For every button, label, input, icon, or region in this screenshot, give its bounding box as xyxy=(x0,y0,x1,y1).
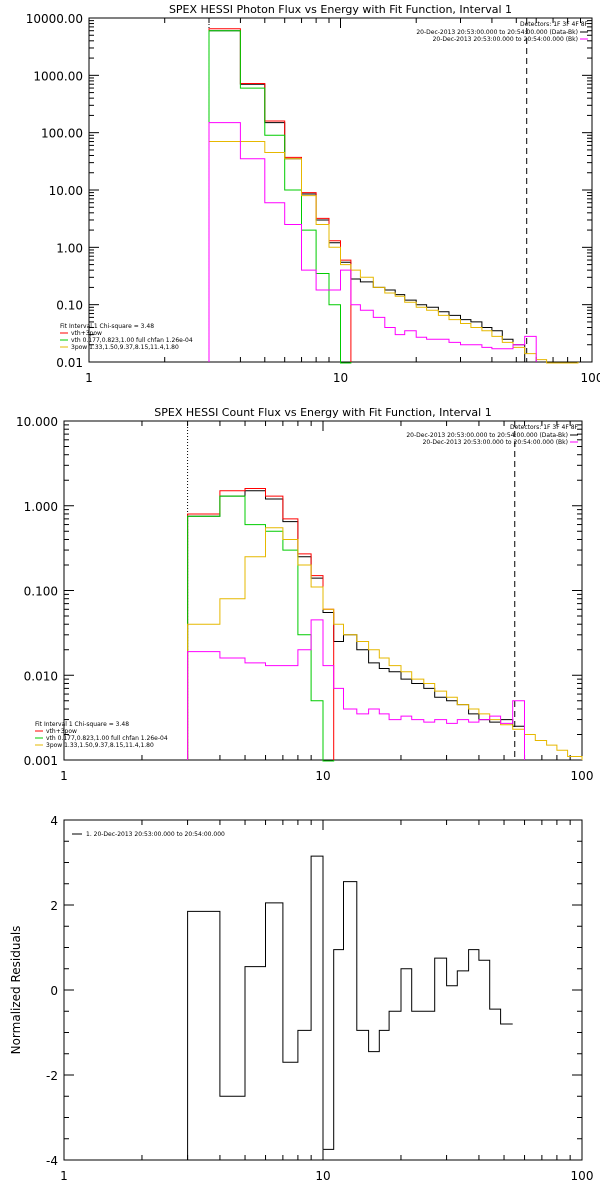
legend-detectors: Detectors: 1F 3F 4F 8F xyxy=(520,21,589,28)
series-1-line xyxy=(208,28,352,362)
x-tick-label: 10 xyxy=(315,1169,330,1183)
fit-legend-header: Fit Interval 1 Chi-square = 3.48 xyxy=(35,721,129,728)
series-3-line xyxy=(187,527,583,760)
legend-entry-label: 20-Dec-2013 20:53:00.000 to 20:54:00.000… xyxy=(416,29,578,36)
fit-legend-label: vth+3pow xyxy=(46,728,77,735)
y-tick-label: 0.01 xyxy=(56,356,83,370)
series-0-line xyxy=(187,855,513,1160)
legend-detectors: Detectors: 1F 3F 4F 8F xyxy=(510,424,579,431)
photon-flux-panel: SPEX HESSI Photon Flux vs Energy with Fi… xyxy=(26,3,600,385)
series-4-line xyxy=(208,122,537,362)
fit-legend-label: 3pow 1.33,1.50,9.37,8.15,11.4,1.80 xyxy=(46,742,154,749)
count-flux-panel: SPEX HESSI Count Flux vs Energy with Fit… xyxy=(16,406,593,783)
legend-entry-label: 20-Dec-2013 20:53:00.000 to 20:54:00.000… xyxy=(423,439,568,446)
y-tick-label: 1.000 xyxy=(24,500,58,514)
y-tick-label: 10.000 xyxy=(16,415,58,429)
x-tick-label: 10 xyxy=(333,371,348,385)
y-tick-label: 0.100 xyxy=(24,585,58,599)
fit-legend-label: vth 0.177,0.823,1.00 full chfan 1.26e-04 xyxy=(46,735,168,742)
series-2-line xyxy=(208,30,352,364)
x-tick-label: 100 xyxy=(581,371,600,385)
x-tick-label: 1 xyxy=(85,371,93,385)
series-0-line xyxy=(187,490,525,760)
y-tick-label: 100.00 xyxy=(41,127,83,141)
x-tick-label: 1 xyxy=(60,1169,68,1183)
series-3-line xyxy=(208,141,579,364)
fit-legend-label: 3pow 1.33,1.50,9.37,8.15,11.4,1.80 xyxy=(71,344,179,351)
y-tick-label: 10000.00 xyxy=(26,12,83,26)
series-1-line xyxy=(187,488,335,760)
x-tick-label: 100 xyxy=(571,1169,594,1183)
legend-entry-label: 20-Dec-2013 20:53:00.000 to 20:54:00.000… xyxy=(406,432,568,439)
y-tick-label: 0.001 xyxy=(24,754,58,768)
legend-entry-label: 1. 20-Dec-2013 20:53:00.000 to 20:54:00.… xyxy=(86,831,225,838)
fit-legend-label: vth 0.177,0.823,1.00 full chfan 1.26e-04 xyxy=(71,337,193,344)
y-tick-label: 1000.00 xyxy=(33,69,83,83)
series-4-line xyxy=(187,619,525,760)
x-tick-label: 1 xyxy=(60,769,68,783)
y-tick-label: 4 xyxy=(50,814,58,828)
y-tick-label: 0 xyxy=(50,984,58,998)
x-tick-label: 10 xyxy=(315,769,330,783)
fit-legend-label: vth+3pow xyxy=(71,330,102,337)
y-tick-label: 0.10 xyxy=(56,299,83,313)
y-tick-label: 10.00 xyxy=(49,184,83,198)
y-tick-label: 1.00 xyxy=(56,241,83,255)
residuals-panel: 1 10 100 -4 -2 0 2 4 Normalized Residuals 1. 20-D… xyxy=(9,814,593,1183)
legend-entry-label: 20-Dec-2013 20:53:00.000 to 20:54:00.000… xyxy=(433,36,578,43)
series-2-line xyxy=(187,495,335,762)
fit-legend-header: Fit Interval 1 Chi-square = 3.48 xyxy=(60,323,154,330)
y-tick-label: 0.010 xyxy=(24,669,58,683)
y-axis-label: Normalized Residuals xyxy=(9,926,23,1055)
y-tick-label: 2 xyxy=(50,899,58,913)
series-0-line xyxy=(208,30,526,362)
x-tick-label: 100 xyxy=(571,769,594,783)
chart-title: SPEX HESSI Photon Flux vs Energy with Fi… xyxy=(169,3,512,16)
y-tick-label: -2 xyxy=(46,1069,58,1083)
y-tick-label: -4 xyxy=(46,1154,58,1168)
chart-title: SPEX HESSI Count Flux vs Energy with Fit… xyxy=(154,406,491,419)
